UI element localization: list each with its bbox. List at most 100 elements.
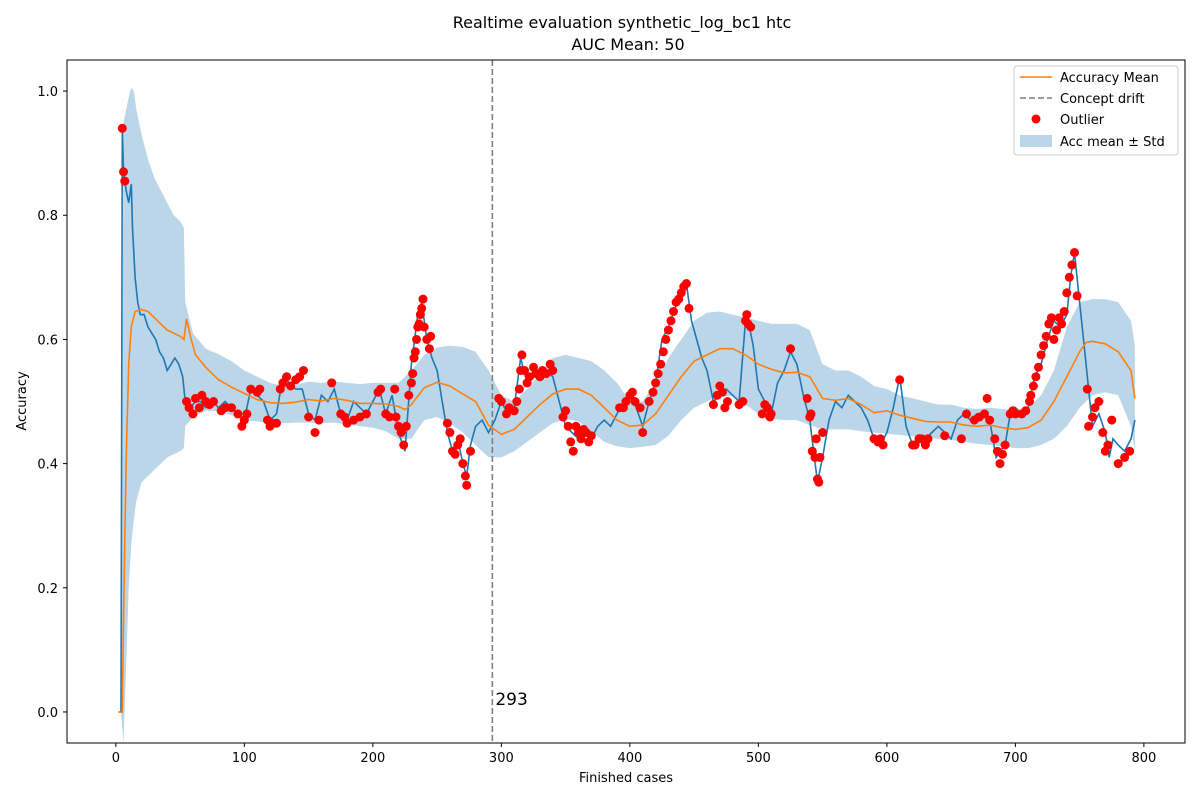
outlier-point: [563, 421, 573, 431]
outlier-point: [1057, 319, 1067, 329]
outlier-point: [1026, 390, 1036, 400]
outlier-point: [566, 437, 576, 447]
outlier-point: [684, 303, 694, 313]
outlier-point: [1098, 428, 1108, 437]
outlier-point: [738, 397, 748, 406]
x-axis: 0 100 200 300 400 500 600 700 800: [112, 743, 1156, 766]
outlier-point: [1039, 341, 1049, 351]
outlier-point: [233, 409, 243, 419]
outlier-point: [396, 428, 406, 437]
outlier-point: [376, 384, 386, 394]
legend-band-label: Acc mean ± Std: [1060, 135, 1165, 150]
outlier-point: [390, 384, 400, 394]
outlier-point: [1010, 409, 1020, 419]
x-tick-label: 400: [617, 751, 642, 766]
outlier-point: [188, 409, 198, 419]
outlier-point: [314, 415, 324, 425]
x-axis-label: Finished cases: [579, 771, 673, 786]
outlier-point: [450, 449, 460, 459]
outlier-point: [1062, 288, 1072, 298]
outlier-point: [923, 434, 933, 444]
outlier-point: [209, 397, 218, 406]
outlier-point: [635, 403, 645, 413]
outlier-point: [1088, 412, 1097, 422]
outlier-point: [1000, 440, 1010, 450]
outlier-point: [1113, 459, 1123, 469]
outlier-point: [940, 431, 950, 441]
outlier-point: [1028, 381, 1038, 391]
outlier-point: [272, 418, 281, 428]
outlier-point: [1067, 260, 1077, 270]
outlier-point: [1064, 272, 1074, 282]
outlier-point: [1103, 440, 1113, 450]
y-tick-label: 0.8: [37, 209, 58, 224]
outlier-point: [757, 409, 767, 419]
legend-outlier-label: Outlier: [1060, 113, 1105, 128]
outlier-point: [1084, 421, 1094, 431]
outlier-point: [811, 434, 821, 444]
outlier-point: [985, 415, 995, 425]
outlier-point: [442, 418, 452, 428]
outlier-point: [766, 409, 776, 419]
plot-frame: [66, 59, 1186, 744]
outlier-point: [220, 403, 230, 413]
outlier-point: [514, 384, 524, 394]
legend: Accuracy Mean Concept drift Outlier Acc …: [1013, 65, 1179, 156]
legend-outlier-swatch: [1031, 114, 1041, 124]
outlier-point: [282, 372, 292, 382]
std-band-area: [121, 87, 1135, 743]
outlier-point: [517, 350, 527, 360]
outlier-point: [509, 406, 519, 416]
y-tick-label: 0.4: [37, 458, 58, 473]
outlier-point: [512, 397, 522, 406]
outlier-point: [814, 477, 824, 487]
outlier-point: [194, 403, 204, 413]
outlier-point: [998, 449, 1007, 459]
outlier-point: [656, 359, 666, 369]
outlier-point: [681, 279, 691, 288]
x-tick-label: 600: [874, 751, 899, 766]
y-tick-label: 1.0: [37, 85, 58, 100]
chart-title: Realtime evaluation synthetic_log_bc1 ht…: [453, 13, 792, 33]
outlier-point: [895, 375, 905, 385]
outlier-point: [460, 471, 470, 481]
outlier-point: [661, 334, 671, 344]
outlier-point: [417, 303, 427, 313]
concept-drift-label: 293: [495, 690, 527, 710]
outlier-point: [1049, 334, 1059, 344]
y-axis-label: Accuracy: [15, 371, 30, 431]
x-tick-label: 700: [1003, 751, 1028, 766]
outlier-point: [455, 434, 465, 444]
outlier-point: [399, 440, 409, 450]
outlier-point: [1052, 325, 1061, 335]
outlier-point: [990, 434, 1000, 444]
legend-mean-label: Accuracy Mean: [1060, 71, 1159, 86]
outlier-point: [361, 409, 371, 419]
outlier-point: [419, 322, 429, 332]
outlier-point: [651, 378, 661, 388]
outlier-point: [742, 310, 752, 320]
outlier-point: [648, 387, 658, 397]
outlier-point: [586, 431, 596, 441]
outlier-point: [1034, 362, 1043, 372]
outlier-point: [802, 393, 812, 403]
outlier-point: [717, 387, 727, 397]
outlier-point: [458, 459, 468, 469]
outlier-point: [385, 412, 394, 422]
y-tick-label: 0.6: [37, 333, 58, 348]
outlier-point: [1072, 291, 1082, 301]
outlier-point: [746, 322, 756, 332]
outlier-point: [466, 446, 475, 456]
outlier-point: [1107, 415, 1117, 425]
outlier-point: [962, 409, 971, 419]
outlier-point: [627, 387, 637, 397]
outlier-point: [227, 403, 236, 413]
outlier-point: [1036, 350, 1046, 360]
outlier-point: [653, 369, 663, 379]
outlier-point: [806, 409, 816, 419]
outlier-point: [299, 366, 308, 375]
outlier-point: [548, 366, 558, 375]
outlier-point: [445, 428, 455, 437]
outlier-point: [401, 421, 411, 431]
